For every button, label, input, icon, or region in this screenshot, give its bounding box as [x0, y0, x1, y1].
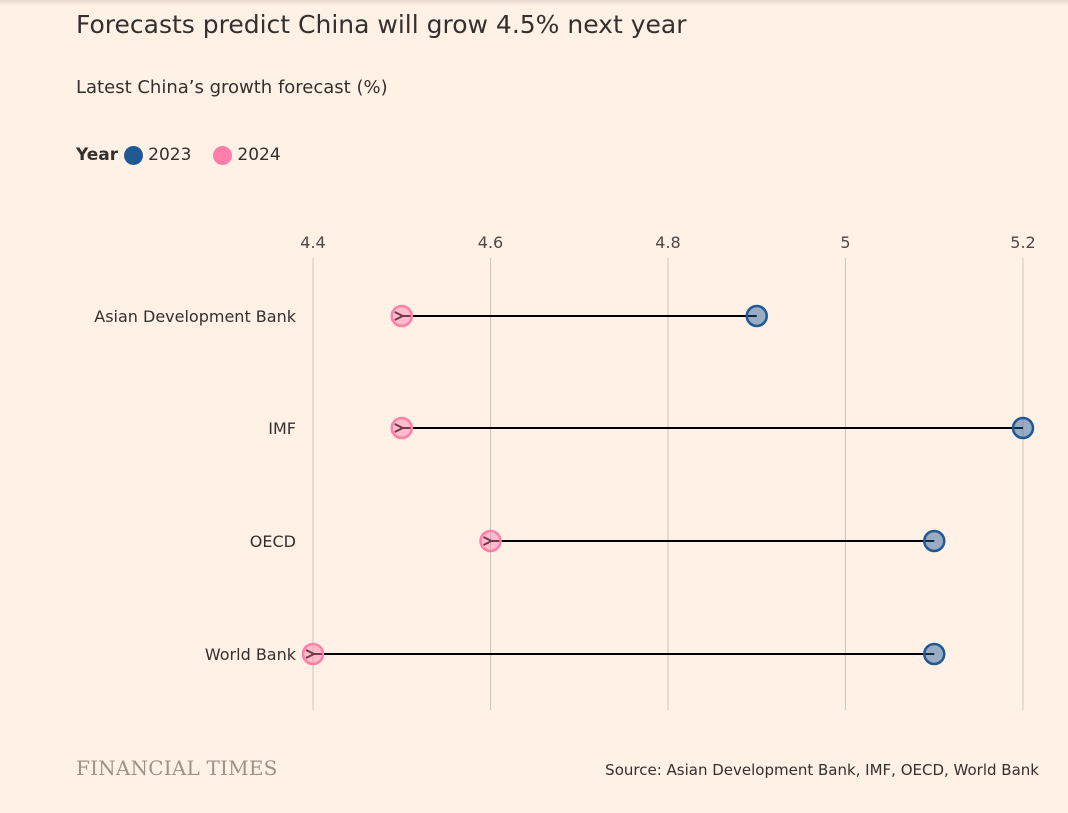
- legend-item-2024: 2024: [213, 145, 281, 165]
- point-2023: [745, 304, 768, 328]
- point-2023: [923, 529, 946, 553]
- category-label: Asian Development Bank: [94, 307, 296, 326]
- x-tick-label: 4.6: [478, 233, 503, 252]
- point-2024: [390, 416, 413, 440]
- point-2024: [390, 304, 413, 328]
- category-label: OECD: [250, 532, 296, 551]
- legend-title: Year: [76, 145, 119, 165]
- category-label: World Bank: [205, 645, 297, 664]
- legend-item-2023: 2023: [124, 145, 191, 165]
- x-tick-label: 4.8: [655, 233, 680, 252]
- point-2023: [923, 642, 946, 666]
- point-2024: [301, 642, 325, 666]
- legend: Year 2023 2024: [76, 145, 303, 165]
- chart-title: Forecasts predict China will grow 4.5% n…: [76, 10, 687, 39]
- chart-subtitle: Latest China’s growth forecast (%): [76, 77, 388, 98]
- top-shadow: [0, 0, 1068, 6]
- x-tick-label: 4.4: [300, 233, 325, 252]
- point-2023: [1011, 416, 1035, 440]
- source-note: Source: Asian Development Bank, IMF, OEC…: [605, 761, 1039, 779]
- ft-logo: FINANCIAL TIMES: [76, 756, 278, 780]
- legend-dot-icon: [124, 145, 144, 165]
- legend-dot-icon: [213, 145, 233, 165]
- x-tick-label: 5: [840, 233, 850, 252]
- point-2024: [479, 529, 502, 553]
- category-label: IMF: [268, 419, 296, 438]
- x-tick-label: 5.2: [1010, 233, 1035, 252]
